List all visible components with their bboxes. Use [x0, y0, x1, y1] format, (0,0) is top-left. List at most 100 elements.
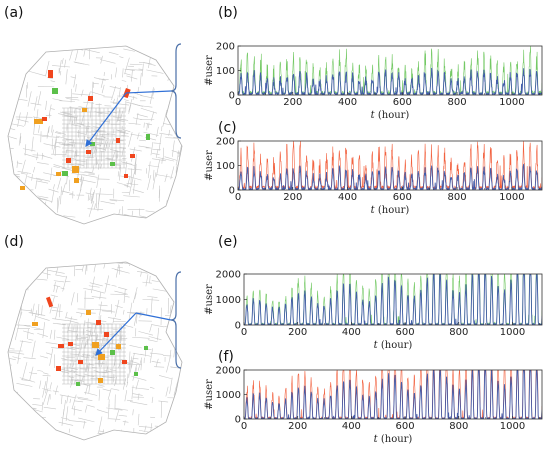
y-tick-label: 200 [216, 42, 235, 53]
x-axis-label-unit: (hour) [375, 205, 410, 216]
map-zone-orange [98, 354, 105, 360]
map-zone-red [46, 296, 54, 308]
map-zone-green [110, 162, 115, 166]
series-line-blue [238, 67, 542, 95]
x-tick-label: 1000 [500, 327, 525, 338]
chart-f: 0 200 400 600 800 1000 0 1000 2000#user t (hour) [204, 366, 543, 445]
map-zone-red [68, 342, 73, 346]
x-axis-label-var: t [371, 110, 376, 121]
x-tick-label: 600 [396, 327, 415, 338]
map-to-chart-connectors [85, 43, 182, 369]
x-tick-label: 800 [449, 327, 468, 338]
map-roads [8, 262, 182, 440]
panel-label-c: (c) [218, 120, 237, 136]
y-axis-label: #user [204, 284, 215, 315]
x-axis-label: t (hour) [371, 110, 410, 121]
city-map-bottom [7, 261, 183, 441]
chart-e: 0 200 400 600 800 1000 0 1000 2000#user t (hour) [204, 270, 543, 351]
map-zone-red [66, 158, 71, 163]
y-axis-label: #user [204, 55, 215, 86]
x-tick-label: 200 [283, 192, 302, 203]
x-tick-label: 800 [448, 192, 467, 203]
y-tick-label: 100 [216, 66, 235, 77]
x-tick-label: 1000 [500, 421, 525, 432]
map-zone-red [42, 117, 47, 121]
x-tick-label: 200 [283, 97, 302, 108]
panel-label-b: (b) [218, 5, 238, 21]
map-zone-red [130, 154, 135, 158]
x-tick-label: 800 [448, 97, 467, 108]
y-tick-label: 100 [216, 161, 235, 172]
arrow-line [135, 312, 172, 321]
map-zone-orange [34, 119, 43, 124]
map-zone-orange [92, 342, 99, 348]
panel-label-f: (f) [218, 349, 234, 365]
x-tick-label: 0 [235, 192, 241, 203]
map-zone-orange [32, 322, 38, 326]
map-zone-red [86, 150, 91, 154]
x-tick-label: 800 [449, 421, 468, 432]
map-zone-red [56, 366, 61, 371]
x-tick-label: 1000 [499, 97, 524, 108]
map-zone-red [124, 174, 128, 178]
map-zone-red [104, 332, 109, 337]
x-axis-label: t (hour) [374, 434, 413, 445]
map-zone-green [110, 350, 115, 355]
map-zone-green [144, 346, 148, 350]
map-zone-red [48, 70, 53, 78]
y-tick-label: 2000 [216, 270, 241, 281]
curly-brace [170, 271, 182, 369]
map-zone-red [58, 344, 64, 348]
y-tick-label: 1000 [216, 295, 241, 306]
panel-label-e: (e) [218, 234, 238, 250]
panel-label-a: (a) [4, 5, 24, 21]
x-tick-label: 0 [241, 421, 247, 432]
map-zone-orange [74, 178, 79, 183]
x-tick-label: 1000 [499, 192, 524, 203]
map-zone-red [88, 96, 93, 101]
x-axis-label-unit: (hour) [375, 110, 410, 121]
x-tick-label: 200 [288, 327, 307, 338]
y-tick-label: 0 [229, 186, 235, 197]
map-zone-orange [20, 186, 25, 190]
y-tick-label: 0 [235, 415, 241, 426]
map-zone-green [76, 382, 80, 386]
x-axis-label: t (hour) [371, 205, 410, 216]
map-zone-orange [98, 378, 103, 383]
y-tick-label: 2000 [216, 366, 241, 377]
x-axis-label-var: t [371, 205, 376, 216]
x-axis-label-unit: (hour) [378, 340, 413, 351]
map-boundary [7, 261, 183, 441]
x-tick-label: 400 [338, 97, 357, 108]
x-axis-label-var: t [374, 340, 379, 351]
map-zone-orange [82, 108, 87, 112]
x-tick-label: 400 [338, 192, 357, 203]
map-zone-green [146, 134, 150, 140]
x-tick-label: 600 [396, 421, 415, 432]
map-zone-green [134, 372, 138, 376]
y-axis-label: #user [204, 150, 215, 181]
map-zone-red [78, 360, 83, 364]
city-map-top [7, 45, 183, 225]
y-tick-label: 200 [216, 137, 235, 148]
x-tick-label: 600 [393, 192, 412, 203]
x-tick-label: 400 [342, 327, 361, 338]
map-zone-red [96, 320, 101, 325]
x-tick-label: 0 [241, 327, 247, 338]
map-roads [8, 46, 182, 224]
map-zone-green [62, 171, 68, 176]
x-tick-label: 200 [288, 421, 307, 432]
map-zone-orange [86, 310, 91, 315]
x-axis-label-var: t [374, 434, 379, 445]
map-zone-green [90, 142, 95, 146]
x-tick-label: 600 [393, 97, 412, 108]
arrow-head [85, 92, 127, 147]
map-zone-green [52, 88, 58, 94]
y-axis-label: #user [204, 379, 215, 410]
panel-label-d: (d) [4, 234, 24, 250]
arrow-line [125, 90, 172, 94]
x-axis-label-unit: (hour) [378, 434, 413, 445]
